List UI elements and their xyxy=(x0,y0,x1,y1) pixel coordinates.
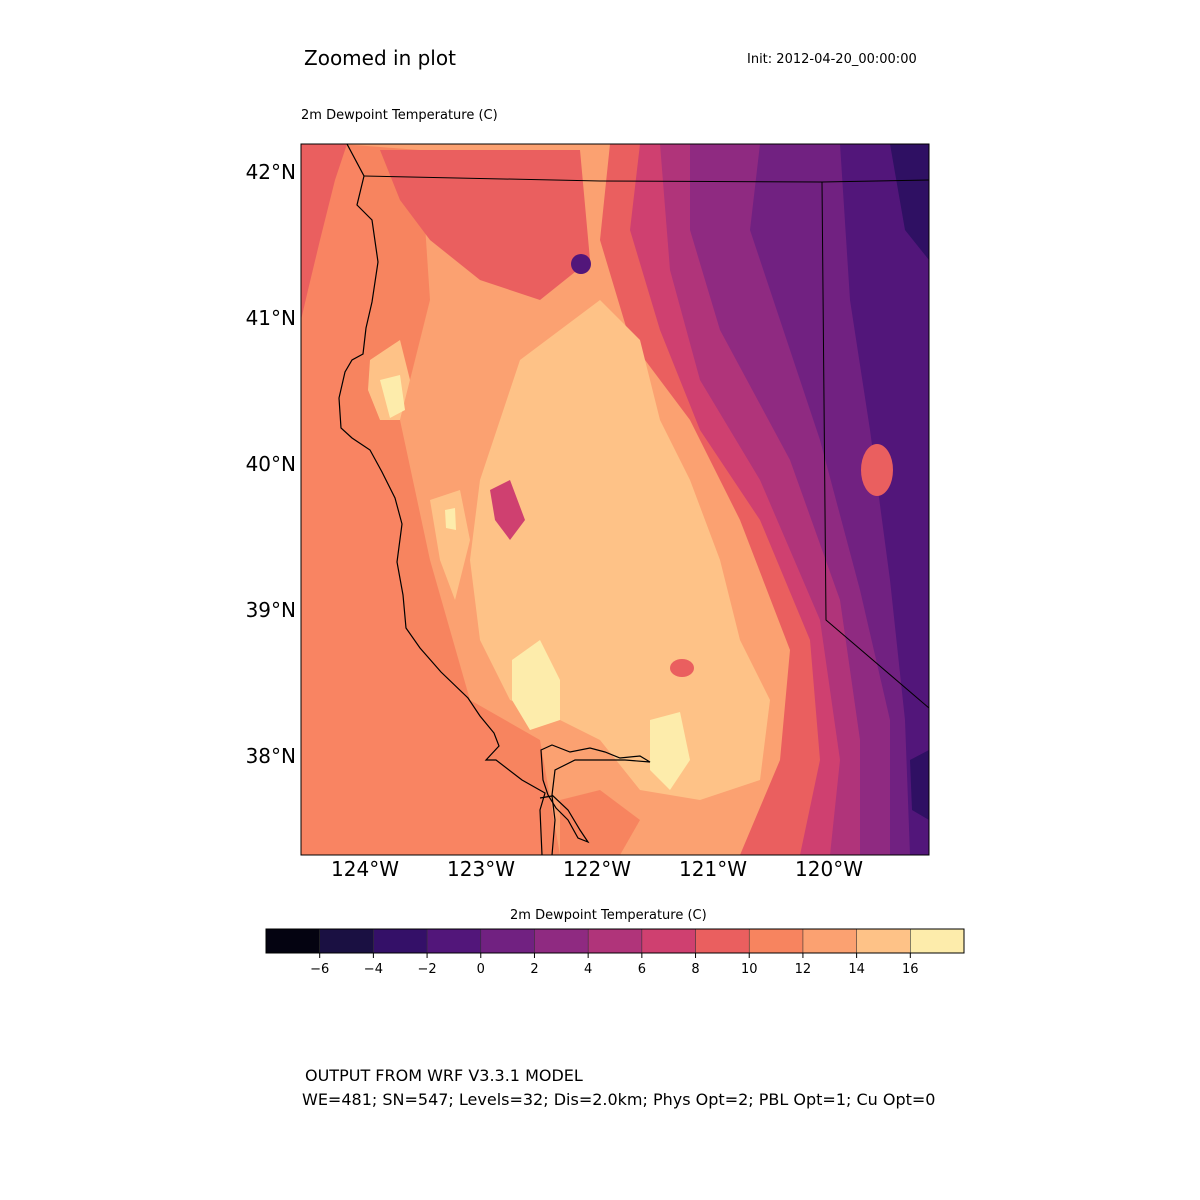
colorbar-tick-label: 14 xyxy=(848,962,865,977)
colorbar xyxy=(265,928,965,954)
offshore-cool-band xyxy=(301,144,347,320)
colorbar-swatch xyxy=(641,929,697,953)
lon-label-121w: 121°W xyxy=(679,857,747,881)
plot-title: Zoomed in plot xyxy=(304,46,456,70)
lat-label-38n: 38°N xyxy=(246,744,296,768)
colorbar-tick-label: −6 xyxy=(310,962,329,977)
lat-label-42n: 42°N xyxy=(246,160,296,184)
sf-bay-outline xyxy=(540,744,651,844)
colorbar-tick-label: 6 xyxy=(638,962,646,977)
lat-label-39n: 39°N xyxy=(246,598,296,622)
colorbar-swatch xyxy=(266,929,321,953)
colorbar-swatch xyxy=(856,929,911,953)
colorbar-swatch xyxy=(373,929,428,953)
field-title: 2m Dewpoint Temperature (C) xyxy=(301,108,498,123)
footer-config-line: WE=481; SN=547; Levels=32; Dis=2.0km; Ph… xyxy=(302,1090,936,1109)
colorbar-tick-label: 0 xyxy=(477,962,485,977)
colorbar-tick-label: −2 xyxy=(417,962,436,977)
footer-model-line: OUTPUT FROM WRF V3.3.1 MODEL xyxy=(305,1066,583,1085)
map-frame xyxy=(300,143,930,856)
colorbar-swatch xyxy=(427,929,482,953)
colorbar-tick-label: 8 xyxy=(691,962,699,977)
colorbar-tick-label: −4 xyxy=(364,962,383,977)
lon-label-122w: 122°W xyxy=(563,857,631,881)
colorbar-swatch xyxy=(749,929,804,953)
lat-label-41n: 41°N xyxy=(246,306,296,330)
peninsula-outline xyxy=(539,795,556,855)
colorbar-swatch xyxy=(910,929,965,953)
colorbar-frame xyxy=(265,928,965,954)
lat-label-40n: 40°N xyxy=(246,452,296,476)
oregon-border xyxy=(363,175,929,183)
colorbar-swatch xyxy=(588,929,643,953)
colorbar-title: 2m Dewpoint Temperature (C) xyxy=(510,908,707,923)
colorbar-tick-label: 2 xyxy=(530,962,538,977)
colorbar-tick-label: 12 xyxy=(795,962,812,977)
init-time-label: Init: 2012-04-20_00:00:00 xyxy=(747,52,917,67)
lon-label-123w: 123°W xyxy=(447,857,515,881)
colorbar-tick-label: 16 xyxy=(902,962,919,977)
coastline xyxy=(338,144,546,855)
colorbar-swatch xyxy=(695,929,750,953)
colorbar-tick-label: 4 xyxy=(584,962,592,977)
colorbar-swatch xyxy=(802,929,858,953)
nevada-border xyxy=(821,181,929,709)
lon-label-120w: 120°W xyxy=(795,857,863,881)
colorbar-swatch xyxy=(319,929,374,953)
colorbar-tick-label: 10 xyxy=(741,962,758,977)
colorbar-swatch xyxy=(480,929,535,953)
colorbar-ticks: −6 −4 −2 0 2 4 6 8 10 12 14 16 xyxy=(310,953,919,977)
lon-label-124w: 124°W xyxy=(331,857,399,881)
land-field xyxy=(339,144,929,855)
colorbar-swatch xyxy=(534,929,589,953)
